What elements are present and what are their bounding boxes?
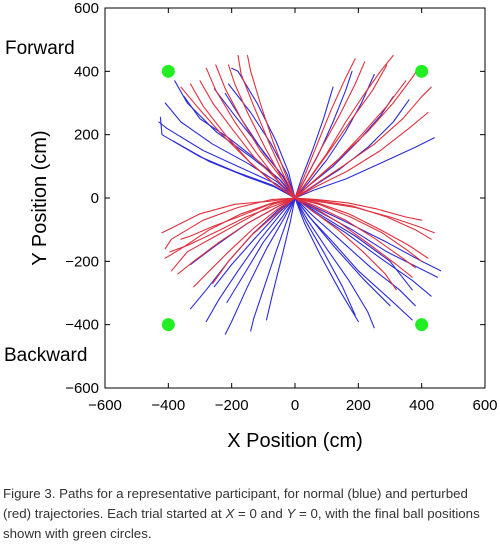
caption-x-variable: X	[225, 506, 235, 521]
y-tick-label: 400	[74, 63, 99, 80]
x-tick-label: 200	[346, 397, 371, 414]
normal-trajectory-26	[226, 197, 296, 304]
perturbed-trajectory-30	[294, 197, 397, 291]
normal-trajectory-27	[265, 197, 296, 321]
perturbed-trajectory-32	[294, 197, 423, 221]
perturbed-trajectory-15	[294, 58, 356, 199]
perturbed-trajectory-5	[199, 80, 296, 199]
perturbed-trajectory-28	[294, 197, 435, 234]
ball-marker-3	[161, 318, 175, 332]
caption-text-2: = 0 and	[234, 506, 287, 521]
perturbed-trajectory-16	[294, 67, 420, 199]
y-axis-ticks: −600 −400 −200 0 200 400 600	[65, 0, 485, 397]
perturbed-trajectory-14	[294, 111, 429, 199]
perturbed-trajectory-22	[169, 197, 296, 253]
perturbed-trajectory-6	[246, 54, 296, 199]
caption-y-variable: Y	[286, 506, 296, 521]
normal-trajectory-32	[294, 137, 435, 199]
ball-marker-4	[415, 318, 429, 332]
normal-trajectory-7	[164, 102, 296, 199]
normal-trajectory-15	[294, 197, 359, 323]
y-tick-label: −400	[65, 317, 99, 334]
perturbed-trajectory-4	[237, 54, 296, 199]
perturbed-trajectory-19	[177, 197, 296, 275]
normal-trajectory-10	[183, 96, 296, 199]
trajectory-chart: −600 −400 −200 0 200 400 600 −600 −400 −200 0 200 4…	[4, 0, 498, 452]
x-tick-label: −200	[215, 397, 249, 414]
normal-trajectory-19	[294, 197, 356, 316]
perturbed-trajectory-25	[294, 197, 429, 259]
x-tick-label: 400	[409, 397, 434, 414]
perturbed-trajectory-27	[294, 197, 413, 278]
normal-trajectory-9	[172, 140, 296, 199]
x-tick-label: 600	[472, 397, 497, 414]
perturbed-trajectory-31	[294, 197, 423, 262]
normal-trajectory-29	[294, 73, 375, 199]
perturbed-trajectory-20	[161, 197, 296, 234]
perturbed-trajectory-18	[164, 197, 296, 250]
normal-trajectory-34	[294, 86, 334, 199]
normal-trajectory-14	[294, 197, 439, 278]
ball-positions	[161, 64, 429, 332]
y-tick-label: −200	[65, 253, 99, 270]
forward-label: Forward	[5, 38, 75, 59]
perturbed-trajectory-33	[212, 197, 296, 285]
normal-trajectories	[158, 67, 442, 335]
normal-trajectory-1	[158, 121, 296, 199]
x-tick-label: −400	[151, 397, 185, 414]
x-tick-label: 0	[291, 397, 299, 414]
normal-trajectory-22	[224, 197, 296, 335]
y-tick-label: 0	[91, 190, 99, 207]
perturbed-trajectories	[161, 54, 435, 291]
normal-trajectory-24	[250, 197, 296, 332]
perturbed-trajectory-29	[294, 197, 416, 269]
normal-trajectory-13	[294, 197, 375, 329]
x-axis-label: X Position (cm)	[227, 430, 363, 452]
perturbed-trajectory-13	[294, 64, 388, 199]
perturbed-trajectory-7	[180, 86, 296, 199]
y-axis-label: Y Position (cm)	[29, 130, 51, 265]
x-axis-ticks: −600 −400 −200 0 200 400 600	[88, 8, 498, 414]
perturbed-trajectory-12	[294, 86, 432, 199]
y-tick-label: 600	[74, 0, 99, 17]
caption-text-3: = 0, with the final ball positions shown…	[3, 506, 480, 541]
normal-trajectory-21	[205, 197, 296, 323]
y-tick-label: −600	[65, 380, 99, 397]
y-tick-label: 200	[74, 127, 99, 144]
figure-caption: Figure 3. Paths for a representative par…	[3, 484, 497, 544]
caption-text-1: Figure 3. Paths for a representative par…	[3, 486, 468, 521]
x-tick-label: −600	[88, 397, 122, 414]
normal-trajectory-17	[294, 197, 442, 272]
perturbed-trajectory-24	[193, 197, 296, 288]
backward-label: Backward	[4, 345, 87, 366]
normal-trajectory-16	[294, 197, 416, 307]
perturbed-trajectory-21	[170, 197, 296, 272]
normal-trajectory-28	[213, 197, 296, 288]
ball-marker-1	[161, 64, 175, 78]
normal-trajectory-18	[294, 197, 391, 307]
perturbed-trajectory-11	[294, 61, 366, 199]
perturbed-trajectory-23	[180, 197, 296, 240]
perturbed-trajectory-8	[215, 64, 296, 199]
normal-trajectory-20	[294, 197, 413, 291]
ball-marker-2	[415, 64, 429, 78]
